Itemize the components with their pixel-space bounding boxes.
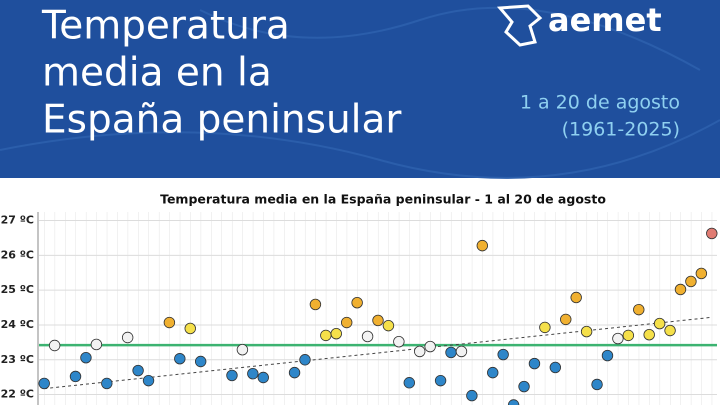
logo-text: aemet xyxy=(548,1,662,39)
data-point xyxy=(309,298,322,311)
data-point xyxy=(184,322,196,335)
y-tick-label: 23 ºC xyxy=(1,353,34,366)
data-point xyxy=(434,374,447,387)
banner-title: media en la xyxy=(42,51,272,96)
data-point xyxy=(695,267,708,280)
data-point xyxy=(341,316,353,329)
data-point xyxy=(80,351,92,364)
data-point xyxy=(706,227,718,240)
data-point xyxy=(194,355,207,368)
data-point xyxy=(476,239,489,252)
logo-icon xyxy=(496,4,543,47)
data-point xyxy=(247,367,259,380)
data-point xyxy=(685,275,697,288)
chart-title: Temperatura media en la España peninsula… xyxy=(160,192,606,207)
data-point xyxy=(497,348,509,361)
plot-area xyxy=(38,212,720,405)
data-point xyxy=(549,361,562,374)
data-point xyxy=(372,314,384,327)
data-point xyxy=(560,313,572,326)
data-point xyxy=(257,371,269,384)
data-point xyxy=(653,317,666,330)
data-point xyxy=(288,366,301,379)
banner-title: Temperatura xyxy=(41,4,290,49)
y-tick-label: 25 ºC xyxy=(1,283,34,296)
data-point xyxy=(633,303,645,316)
data-point xyxy=(445,346,457,359)
data-point xyxy=(539,321,551,334)
data-point xyxy=(580,325,593,338)
data-point xyxy=(601,349,614,362)
y-tick-label: 24 ºC xyxy=(1,318,34,331)
data-point xyxy=(69,370,82,383)
data-point xyxy=(424,340,436,353)
data-point xyxy=(622,329,635,342)
data-point xyxy=(528,357,541,370)
data-point xyxy=(591,378,603,391)
y-tick-label: 27 ºC xyxy=(1,214,34,227)
decoration xyxy=(199,6,701,71)
data-point xyxy=(174,353,186,365)
data-point xyxy=(330,327,342,340)
data-point xyxy=(299,354,311,366)
data-point xyxy=(612,332,624,345)
trend-line xyxy=(44,316,712,390)
data-point xyxy=(226,369,238,382)
data-point xyxy=(507,399,520,405)
banner-subtitle: (1961-2025) xyxy=(562,119,680,141)
data-point xyxy=(674,283,687,296)
data-point xyxy=(393,335,405,348)
data-point xyxy=(142,374,155,387)
data-point xyxy=(518,380,530,393)
data-point xyxy=(121,331,134,344)
data-point xyxy=(466,389,478,402)
data-point xyxy=(664,324,676,337)
data-point xyxy=(361,330,374,343)
data-point xyxy=(38,377,50,390)
data-point xyxy=(403,377,415,389)
data-point xyxy=(382,319,395,332)
data-point xyxy=(132,364,144,377)
banner-subtitle: 1 a 20 de agosto xyxy=(520,92,680,114)
data-point xyxy=(236,343,249,356)
data-point xyxy=(351,296,363,309)
data-point xyxy=(414,345,426,358)
y-tick-label: 22 ºC xyxy=(1,388,34,401)
data-point xyxy=(101,377,113,390)
data-point xyxy=(163,316,176,329)
data-point xyxy=(455,345,468,358)
data-point xyxy=(48,339,61,352)
data-point xyxy=(570,291,582,304)
decoration xyxy=(0,119,720,179)
data-point xyxy=(320,329,332,342)
data-point xyxy=(487,366,499,379)
data-point xyxy=(90,338,103,351)
data-point xyxy=(643,329,655,341)
y-tick-label: 26 ºC xyxy=(1,248,34,261)
banner xyxy=(0,0,720,178)
banner-title: España peninsular xyxy=(42,98,402,143)
